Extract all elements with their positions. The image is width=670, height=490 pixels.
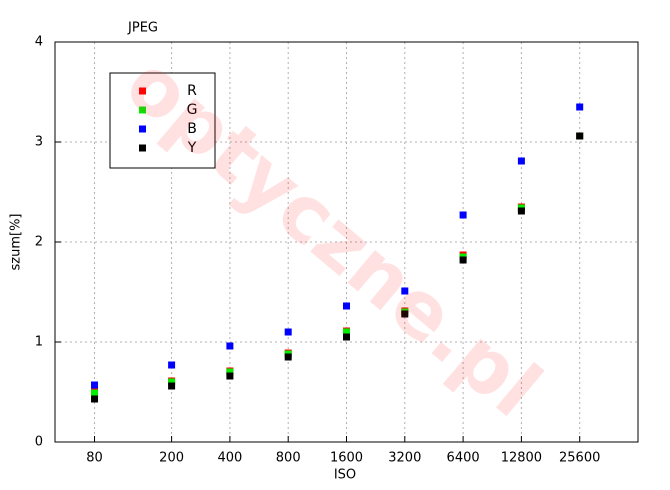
legend-marker — [139, 125, 146, 133]
point — [343, 302, 350, 310]
x-tick-label: 1600 — [330, 451, 363, 466]
point — [459, 256, 467, 264]
point — [343, 333, 350, 341]
y-tick-label: 3 — [35, 135, 43, 150]
x-tick-label: 6400 — [447, 451, 480, 466]
legend-box — [109, 72, 216, 169]
point — [284, 353, 292, 361]
point — [91, 395, 99, 403]
point — [576, 103, 584, 111]
point — [284, 328, 292, 336]
chart-title: JPEG — [127, 21, 158, 36]
point — [401, 310, 409, 318]
x-tick-label: 400 — [217, 451, 242, 466]
legend-marker — [139, 87, 146, 95]
x-tick-label: 200 — [159, 451, 184, 466]
legend-label: R — [187, 83, 197, 99]
y-axis-label: szum[%] — [9, 214, 24, 271]
point — [168, 378, 176, 386]
point — [91, 381, 99, 389]
x-tick-label: 80 — [86, 451, 103, 466]
y-tick-label: 4 — [35, 35, 43, 50]
point — [168, 361, 176, 369]
point — [343, 328, 350, 336]
x-tick-label: 12800 — [501, 451, 542, 466]
y-tick-label: 1 — [35, 335, 43, 350]
legend-label: B — [187, 121, 197, 137]
legend-label: Y — [187, 140, 197, 156]
x-axis-label: ISO — [334, 468, 356, 483]
x-tick-label: 800 — [276, 451, 301, 466]
point — [459, 211, 467, 219]
point — [517, 207, 525, 215]
point — [226, 342, 234, 350]
point — [401, 287, 409, 295]
point — [226, 368, 234, 376]
legend-label: G — [187, 102, 198, 118]
x-tick-label: 3200 — [388, 451, 421, 466]
point — [168, 382, 176, 390]
point — [226, 372, 234, 380]
point — [517, 157, 525, 165]
plot-frame — [54, 41, 639, 443]
legend-marker — [139, 106, 146, 114]
x-tick-label: 25600 — [559, 451, 600, 466]
y-tick-label: 2 — [35, 235, 43, 250]
point — [576, 132, 584, 140]
point — [91, 389, 99, 397]
y-tick-label: 0 — [35, 435, 43, 450]
legend-marker — [139, 144, 146, 152]
